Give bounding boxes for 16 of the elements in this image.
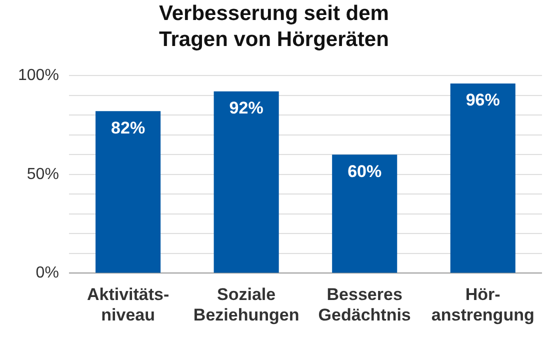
y-tick-label: 50% [26, 166, 59, 183]
data-label: 92% [229, 98, 264, 118]
data-label: 82% [111, 118, 146, 138]
y-tick-label: 0% [36, 264, 59, 282]
x-tick-label: Aktivitäts- niveau [86, 285, 170, 324]
data-label: 60% [348, 162, 382, 181]
bar [332, 154, 398, 273]
x-tick-label: Soziale Beziehungen [193, 285, 300, 324]
bar [214, 91, 279, 273]
bar [96, 111, 161, 273]
y-tick-label: 100% [18, 67, 59, 84]
bar [450, 84, 516, 273]
x-tick-label: Hör- anstrengung [431, 285, 534, 324]
chart-title: Verbesserung seit dem Tragen von Hörgeräten [158, 1, 390, 53]
x-tick-label: Besseres Gedächtnis [318, 285, 411, 324]
data-label: 96% [466, 90, 500, 110]
